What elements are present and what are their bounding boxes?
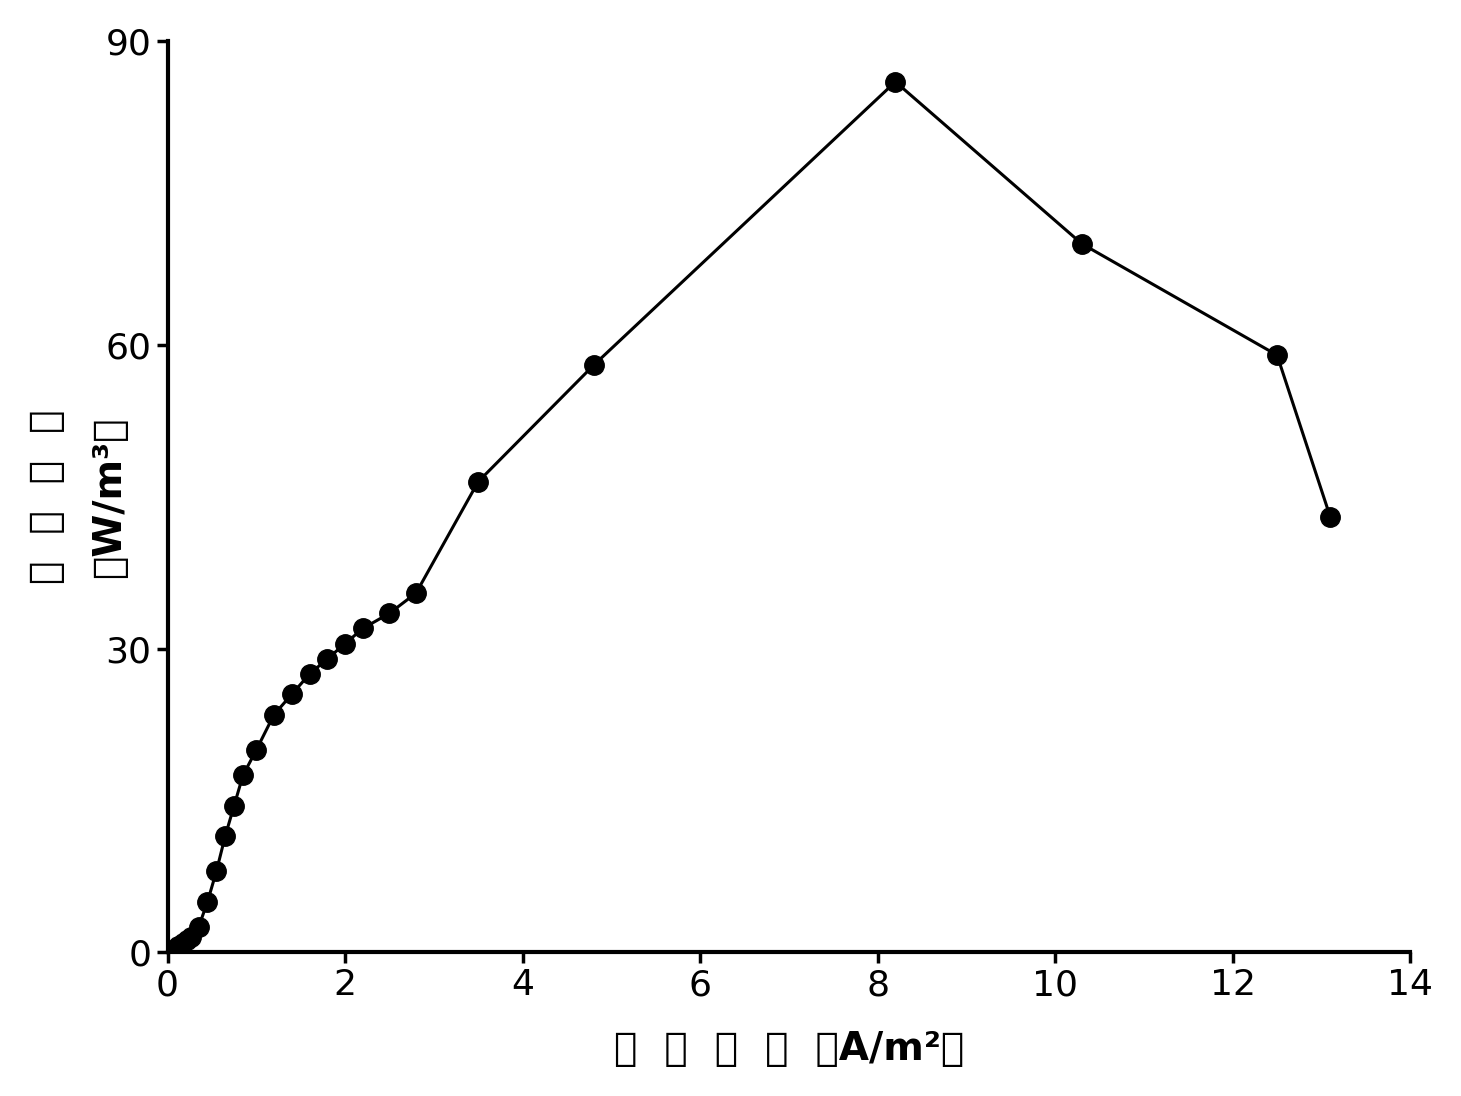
Y-axis label: 功  率  密  度
（W/m³）: 功 率 密 度 （W/m³） — [28, 410, 127, 584]
X-axis label: 电  流  密  度  （A/m²）: 电 流 密 度 （A/m²） — [614, 1030, 964, 1069]
